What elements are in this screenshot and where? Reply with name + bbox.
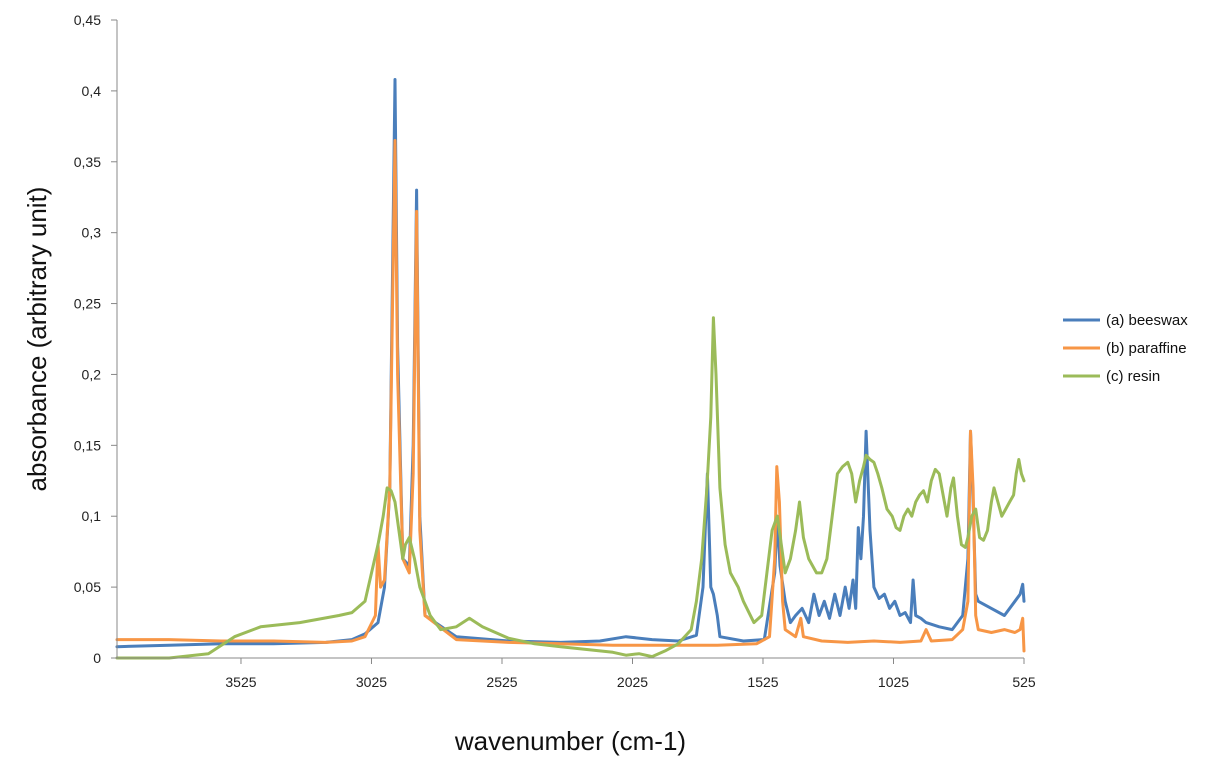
x-tick-label: 1025 (878, 674, 909, 690)
x-tick-label: 2525 (486, 674, 517, 690)
x-tick-label: 1525 (747, 674, 778, 690)
series-line-1 (115, 78, 1026, 649)
y-tick-label: 0,45 (74, 12, 101, 28)
y-tick-label: 0,1 (82, 508, 102, 524)
legend-label-1: (a) beeswax (1106, 312, 1188, 329)
series-line-3 (115, 316, 1026, 660)
y-tick-label: 0,2 (82, 366, 102, 382)
legend: (a) beeswax (b) paraffine (c) resin (1063, 312, 1188, 385)
x-tick-label: 525 (1012, 674, 1036, 690)
x-axis-title: wavenumber (cm-1) (454, 726, 686, 756)
x-tick-label: 3025 (356, 674, 387, 690)
y-tick-label: 0,25 (74, 296, 101, 312)
y-tick-label: 0,15 (74, 437, 101, 453)
x-tick-labels: 3525 3025 2525 2025 1525 1025 525 (225, 658, 1036, 690)
series-line-2 (115, 139, 1026, 653)
y-tick-label: 0,35 (74, 154, 101, 170)
y-tick-label: 0,05 (74, 579, 101, 595)
legend-label-3: (c) resin (1106, 368, 1160, 385)
series-lines (115, 78, 1026, 660)
x-tick-label: 3525 (225, 674, 256, 690)
x-tick-label: 2025 (617, 674, 648, 690)
y-tick-labels: 0 0,05 0,1 0,15 0,2 0,25 0,3 0,35 0,4 0,45 (74, 12, 117, 666)
y-tick-label: 0 (93, 650, 101, 666)
legend-label-2: (b) paraffine (1106, 340, 1187, 357)
y-tick-label: 0,3 (82, 225, 102, 241)
y-tick-label: 0,4 (82, 83, 102, 99)
y-axis-title: absorbance (arbitrary unit) (22, 187, 52, 492)
